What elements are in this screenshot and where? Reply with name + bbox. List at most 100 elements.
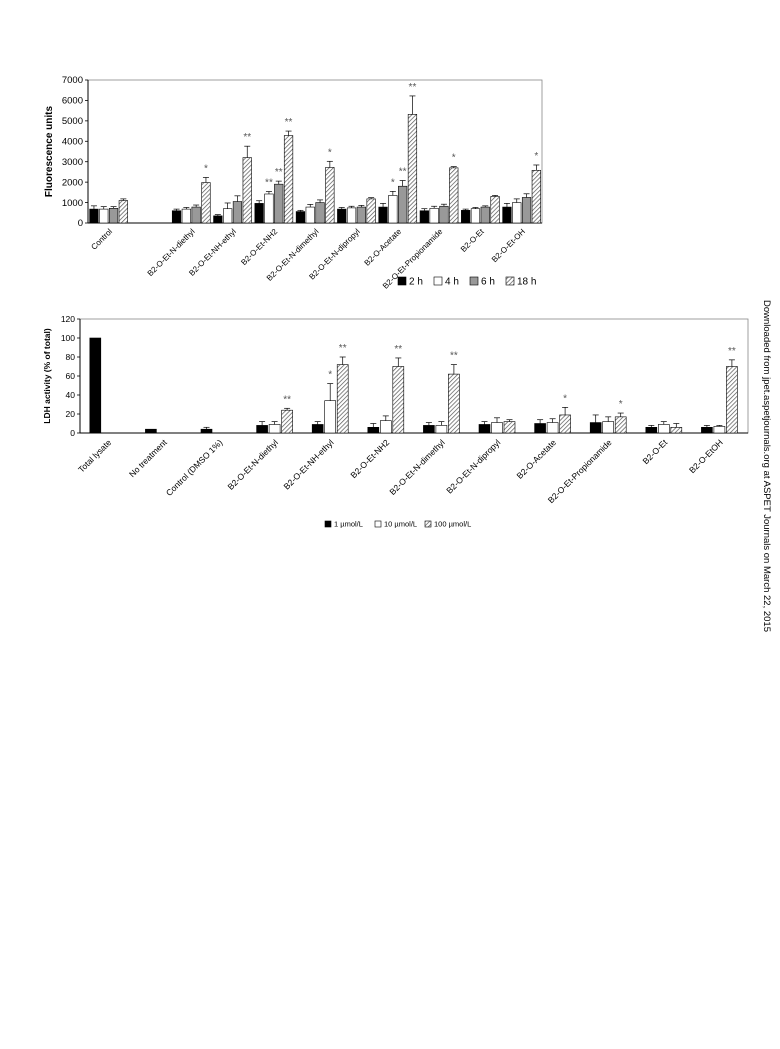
legend-label: 6 h bbox=[481, 277, 495, 288]
significance-mark: ** bbox=[450, 351, 458, 362]
bar-4-h bbox=[512, 202, 522, 224]
bar-100-mol-l bbox=[336, 364, 349, 434]
bar-6-h bbox=[274, 183, 284, 224]
bar-2-h bbox=[171, 210, 182, 224]
y-tick-label: 0 bbox=[78, 218, 83, 229]
bar-10-mol-l bbox=[491, 422, 503, 434]
y-tick-label: 2000 bbox=[62, 177, 83, 188]
y-tick-label: 4000 bbox=[62, 136, 83, 147]
legend-swatch bbox=[424, 520, 432, 528]
legend-label: 18 h bbox=[517, 277, 536, 288]
bar-18-h bbox=[201, 182, 211, 224]
legend: 1 µmol/L 10 µmol/L 100 µmol/L bbox=[324, 520, 471, 529]
x-tick-label: B2-O-Et-NH2 bbox=[348, 437, 391, 480]
legend-swatch bbox=[469, 276, 479, 286]
y-tick-label: 80 bbox=[66, 352, 76, 362]
bar-6-h bbox=[398, 185, 408, 224]
significance-mark: * bbox=[391, 177, 395, 188]
bar-18-h bbox=[118, 200, 128, 224]
bar-6-h bbox=[521, 197, 532, 224]
bar-100-mol-l bbox=[281, 409, 293, 434]
x-tick-label: Control (DMSO 1%) bbox=[164, 437, 225, 498]
bar-6-h bbox=[315, 202, 325, 224]
bar-2-h bbox=[337, 208, 347, 224]
y-tick-label: 0 bbox=[70, 428, 75, 438]
legend-swatch bbox=[324, 520, 332, 528]
x-tick-label: Total lysate bbox=[76, 437, 113, 474]
bar-10-mol-l bbox=[268, 424, 281, 434]
bar-1-mol-l bbox=[89, 337, 102, 434]
legend-label: 1 µmol/L bbox=[334, 520, 363, 529]
ldh-activity-chart: 0 20 40 60 80 100 120 LDH activity (% of total)… bbox=[42, 314, 749, 529]
legend-swatch bbox=[505, 276, 515, 286]
bar-1-mol-l bbox=[534, 423, 546, 434]
y-tick-label: 7000 bbox=[62, 75, 83, 86]
significance-mark: ** bbox=[285, 117, 293, 128]
significance-mark: * bbox=[328, 147, 332, 158]
bar-6-h bbox=[191, 206, 201, 224]
y-tick-label: 100 bbox=[61, 333, 75, 343]
y-tick-label: 40 bbox=[66, 390, 76, 400]
bar-100-mol-l bbox=[503, 421, 516, 434]
legend-label: 100 µmol/L bbox=[434, 520, 471, 529]
bar-4-h bbox=[470, 208, 481, 224]
bar-4-h bbox=[223, 208, 233, 224]
significance-mark: ** bbox=[339, 343, 347, 354]
plot-frame bbox=[87, 79, 543, 224]
bar-2-h bbox=[461, 210, 471, 224]
bar-10-mol-l bbox=[435, 425, 448, 434]
significance-mark: ** bbox=[275, 167, 283, 178]
bar-10-mol-l bbox=[324, 400, 337, 434]
bar-6-h bbox=[232, 201, 243, 224]
bar-100-mol-l bbox=[726, 366, 738, 434]
x-tick-label: B2-O-Et bbox=[640, 437, 669, 466]
significance-mark: ** bbox=[265, 178, 273, 189]
legend-label: 2 h bbox=[409, 277, 423, 288]
y-axis-label: LDH activity (% of total) bbox=[42, 328, 52, 424]
bar-100-mol-l bbox=[392, 366, 405, 434]
bar-18-h bbox=[325, 167, 335, 224]
bar-100-mol-l bbox=[614, 416, 627, 434]
bar-10-mol-l bbox=[602, 421, 615, 434]
bar-1-mol-l bbox=[478, 424, 491, 434]
bar-18-h bbox=[283, 135, 294, 224]
x-tick-label: B2-O-Et-OH bbox=[490, 227, 527, 264]
bar-10-mol-l bbox=[713, 426, 726, 434]
bar-18-h bbox=[449, 167, 459, 224]
download-note: Downloaded from jpet.aspetjournals.org a… bbox=[761, 300, 772, 632]
significance-mark: ** bbox=[409, 82, 417, 93]
bar-6-h bbox=[439, 205, 449, 224]
significance-mark: * bbox=[534, 151, 538, 162]
bar-4-h bbox=[305, 206, 315, 224]
bar-10-mol-l bbox=[657, 424, 670, 434]
x-tick-label: B2-O-Acetate bbox=[515, 437, 559, 481]
x-tick-label: No treatment bbox=[127, 437, 169, 479]
bar-1-mol-l bbox=[423, 425, 435, 434]
x-tick-label: Control bbox=[89, 227, 114, 252]
bar-100-mol-l bbox=[670, 426, 683, 434]
legend-label: 4 h bbox=[445, 277, 459, 288]
significance-mark: ** bbox=[243, 132, 251, 143]
download-note-text: Downloaded from jpet.aspetjournals.org a… bbox=[761, 300, 772, 632]
bar-4-h bbox=[181, 208, 191, 224]
bar-2-h bbox=[254, 203, 264, 224]
x-tick-label: B2-O-Et-N-dipropyl bbox=[444, 437, 502, 495]
bar-4-h bbox=[429, 207, 439, 224]
bar-2-h bbox=[213, 215, 223, 224]
x-tick-label: B2-O-EtOH bbox=[687, 437, 725, 475]
bar-1-mol-l bbox=[200, 428, 213, 434]
significance-mark: * bbox=[619, 399, 623, 410]
bar-100-mol-l bbox=[559, 414, 571, 434]
y-axis-label: Fluorescence units bbox=[44, 105, 55, 197]
x-tick-label: B2-O-Et-N-dimethyl bbox=[387, 437, 447, 497]
significance-mark: * bbox=[452, 153, 456, 164]
y-tick-label: 120 bbox=[61, 314, 75, 324]
bar-100-mol-l bbox=[448, 373, 460, 434]
bar-6-h bbox=[356, 206, 366, 224]
bar-2-h bbox=[89, 208, 99, 224]
bar-1-mol-l bbox=[145, 428, 157, 434]
x-tick-label: B2-O-Et bbox=[459, 227, 486, 254]
y-tick-label: 6000 bbox=[62, 96, 83, 107]
